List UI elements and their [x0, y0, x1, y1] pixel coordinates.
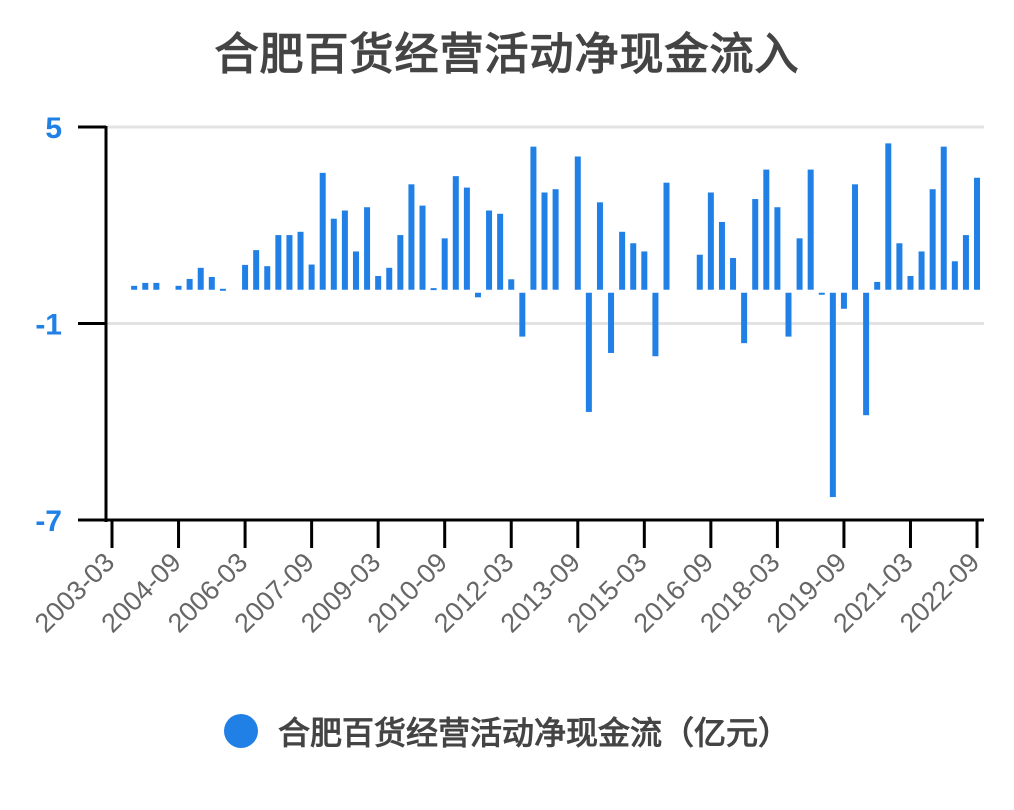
- bar: [718, 221, 725, 290]
- bar: [397, 235, 404, 290]
- bar: [330, 218, 337, 290]
- bar: [907, 276, 914, 290]
- bar: [574, 156, 581, 290]
- bar: [752, 199, 759, 290]
- gridlines: [106, 125, 984, 325]
- legend-swatch-icon: [223, 714, 258, 748]
- bar: [275, 235, 282, 290]
- bar: [585, 292, 592, 412]
- y-tick-label: -1: [35, 309, 62, 342]
- bar: [341, 210, 348, 290]
- bar: [153, 282, 160, 290]
- bar: [774, 207, 781, 290]
- bar: [785, 292, 792, 337]
- x-axis-ticks: 2003-032004-092006-032007-092009-032010-…: [29, 520, 985, 638]
- bar: [286, 235, 293, 290]
- bar: [974, 177, 981, 290]
- bar: [486, 210, 493, 290]
- bar: [962, 235, 969, 290]
- bar: [796, 238, 803, 290]
- bar: [863, 292, 870, 416]
- bar: [608, 292, 615, 353]
- y-axis-ticks: 5 -1 -7: [35, 112, 106, 538]
- bar: [219, 288, 226, 291]
- bar: [297, 231, 304, 290]
- bar: [896, 243, 903, 290]
- bar: [519, 292, 526, 337]
- bar: [386, 267, 393, 290]
- bar: [452, 176, 459, 290]
- bar: [874, 281, 881, 290]
- bars: [131, 143, 981, 498]
- bar: [508, 279, 515, 290]
- legend: 合肥百货经营活动净现金流（亿元）: [0, 708, 1014, 754]
- bar: [552, 189, 559, 290]
- bar: [463, 187, 470, 290]
- y-tick-label: 5: [45, 112, 62, 145]
- bar: [840, 292, 847, 309]
- bar: [663, 182, 670, 290]
- bar: [707, 192, 714, 290]
- bar: [730, 258, 737, 290]
- bar: [541, 192, 548, 290]
- chart-title: 合肥百货经营活动净现金流入: [214, 29, 800, 80]
- bar: [242, 264, 249, 290]
- bar: [430, 288, 437, 291]
- bar: [352, 251, 359, 290]
- bar: [807, 169, 814, 290]
- bar: [131, 285, 138, 290]
- bar: [142, 282, 149, 290]
- bar: [253, 250, 260, 290]
- bar: [497, 213, 504, 290]
- bar: [940, 146, 947, 290]
- bar: [951, 261, 958, 290]
- bar: [652, 292, 659, 357]
- bar: [530, 146, 537, 290]
- bar: [197, 267, 204, 290]
- bar: [175, 285, 182, 290]
- bar: [741, 292, 748, 344]
- bar: [596, 202, 603, 290]
- y-tick-label: -7: [35, 505, 62, 538]
- bar: [641, 251, 648, 290]
- bar: [829, 292, 836, 498]
- legend-label: 合肥百货经营活动净现金流（亿元）: [277, 714, 790, 752]
- bar: [474, 292, 481, 298]
- bar: [696, 254, 703, 290]
- bar: [619, 231, 626, 290]
- bar: [408, 184, 415, 290]
- bar: [364, 207, 371, 290]
- bar: [818, 292, 825, 295]
- bar: [419, 205, 426, 290]
- bar: [929, 189, 936, 290]
- bar: [319, 172, 326, 290]
- bar: [186, 278, 193, 290]
- bar: [441, 238, 448, 290]
- bar: [308, 264, 315, 290]
- bar: [630, 243, 637, 290]
- bar: [852, 184, 859, 290]
- bar: [763, 169, 770, 290]
- bar: [375, 276, 382, 290]
- bar: [208, 276, 215, 290]
- bar: [264, 266, 271, 290]
- bar: [885, 143, 892, 290]
- bar: [918, 251, 925, 290]
